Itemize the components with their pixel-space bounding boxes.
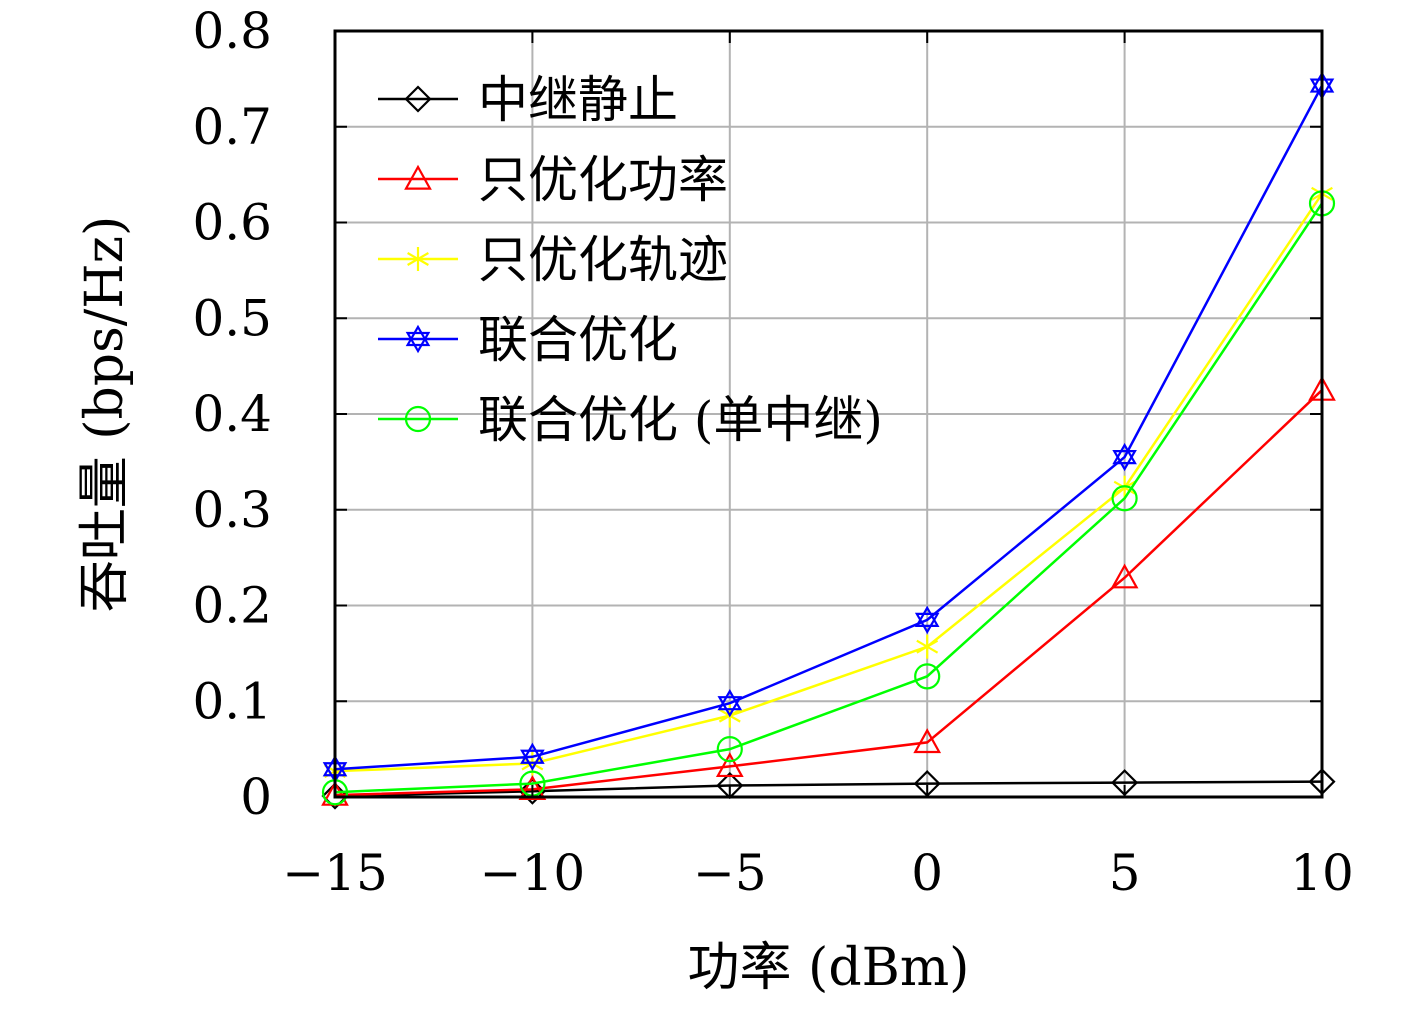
legend-marker	[404, 85, 432, 113]
star-triangle-down	[405, 331, 431, 354]
data-point	[913, 728, 942, 754]
series-1	[321, 768, 1336, 810]
asterisk-stroke	[407, 252, 429, 266]
legend-label: 联合优化 (单中继)	[478, 391, 883, 449]
data-point	[914, 663, 941, 690]
y-ticks: 0 0.1 0.2 0.3 0.4 0.5 0.6 0.7 0.8	[192, 2, 1322, 826]
data-point	[1113, 475, 1136, 500]
asterisk-stroke	[1113, 480, 1136, 495]
legend-marker	[404, 164, 432, 190]
star-triangle-down	[717, 696, 743, 718]
x-tick-label: 5	[1109, 844, 1141, 902]
star-triangle-down	[520, 749, 545, 771]
data-point	[717, 688, 743, 718]
star-triangle-up	[405, 324, 431, 347]
x-tick-label: −10	[480, 844, 586, 902]
star-triangle-up	[914, 605, 940, 627]
y-tick-label: 0.5	[192, 289, 272, 347]
x-tick-label: −15	[282, 844, 388, 902]
series-3	[324, 181, 1333, 784]
series-2	[321, 375, 1336, 806]
legend-marker	[405, 324, 431, 354]
x-tick-label: −5	[693, 844, 767, 902]
legend-label: 只优化轨迹	[478, 231, 728, 289]
y-tick-label: 0.4	[192, 385, 272, 443]
legend-marker	[404, 405, 432, 433]
star-triangle-up	[1112, 442, 1137, 465]
y-tick-label: 0.8	[192, 2, 272, 60]
legend-label: 联合优化	[478, 311, 678, 369]
legend-marker	[407, 247, 429, 271]
legend-entry: 联合优化	[378, 311, 678, 369]
series-layer	[321, 71, 1336, 810]
series-line	[334, 202, 1324, 794]
data-point	[1110, 563, 1139, 589]
y-tick-label: 0	[240, 768, 272, 826]
series-line	[334, 780, 1323, 798]
y-tick-label: 0.6	[192, 194, 272, 252]
series-5	[321, 190, 1336, 806]
y-tick-label: 0.2	[192, 577, 272, 635]
x-tick-label: 10	[1290, 844, 1354, 902]
y-tick-label: 0.3	[192, 481, 272, 539]
data-point	[1112, 442, 1137, 472]
star-triangle-up	[717, 688, 743, 711]
x-ticks: −15 −10 −5 0 5 10	[282, 31, 1354, 902]
star-triangle-down	[914, 612, 940, 635]
y-tick-label: 0.1	[192, 672, 272, 730]
legend-entry: 只优化轨迹	[378, 231, 728, 289]
x-tick-label: 0	[911, 844, 943, 902]
x-axis-label: 功率 (dBm)	[688, 938, 970, 998]
series-line	[334, 193, 1324, 773]
data-point	[716, 736, 743, 763]
y-tick-label: 0.7	[192, 98, 272, 156]
data-point	[520, 742, 545, 771]
legend-label: 只优化功率	[478, 151, 728, 209]
data-point	[914, 605, 940, 635]
y-axis-label: 吞吐量 (bps/Hz)	[75, 216, 135, 613]
legend-entry: 中继静止	[378, 71, 678, 129]
legend-label: 中继静止	[478, 71, 678, 129]
data-point	[1111, 485, 1138, 512]
star-triangle-down	[1112, 449, 1137, 472]
series-line	[334, 84, 1324, 771]
data-point	[715, 752, 744, 778]
legend-entry: 联合优化 (单中继)	[378, 391, 883, 449]
star-triangle-up	[520, 742, 545, 764]
data-point	[916, 634, 939, 659]
data-point	[518, 775, 547, 801]
legend-entry: 只优化功率	[378, 151, 728, 209]
series-line	[334, 389, 1323, 797]
asterisk-stroke	[916, 639, 939, 654]
